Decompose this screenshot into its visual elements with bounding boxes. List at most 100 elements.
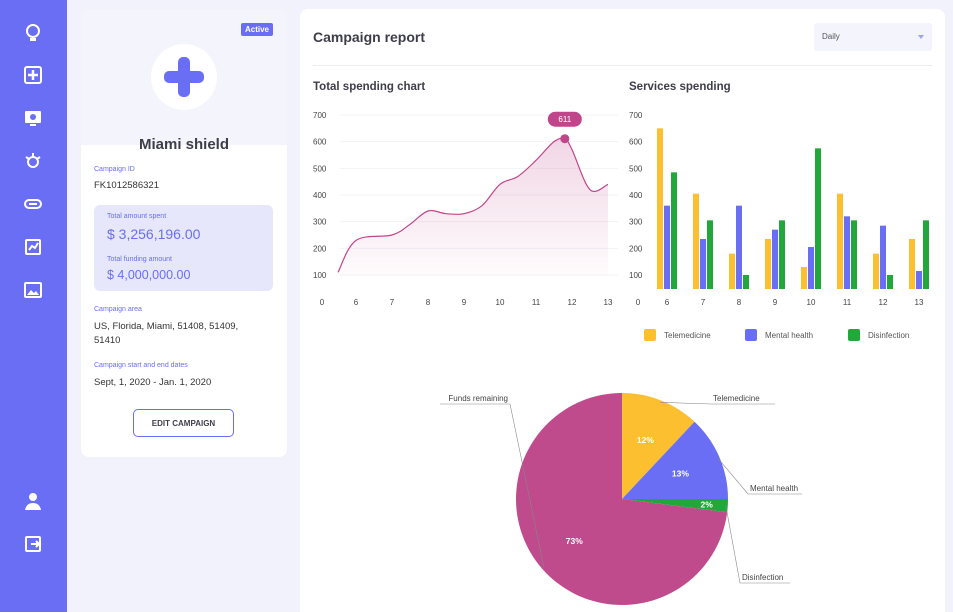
x-tick-label: 13 xyxy=(604,298,613,307)
campaign-report-card: Campaign report Daily Total spending cha… xyxy=(300,9,945,612)
sidebar xyxy=(0,0,67,612)
bar-disinfection xyxy=(779,220,785,289)
x-tick-label: 13 xyxy=(915,298,924,307)
pie-slice-mental-health xyxy=(622,421,728,499)
legend-disinfection: Disinfection xyxy=(848,329,909,341)
highlight-point xyxy=(560,134,570,144)
bar-disinfection xyxy=(923,220,929,289)
y-tick-label: 200 xyxy=(313,244,327,253)
pie-slice-name: Disinfection xyxy=(742,573,783,582)
x-tick-label: 11 xyxy=(532,298,541,307)
bar-mental-health xyxy=(736,205,742,289)
tooltip-value: 611 xyxy=(558,115,571,124)
user-icon[interactable] xyxy=(22,490,44,512)
campaign-area-line1: US, Florida, Miami, 51408, 51409, xyxy=(94,321,239,332)
pie-slice-telemedicine xyxy=(622,393,695,499)
edit-campaign-button[interactable]: EDIT CAMPAIGN xyxy=(133,409,234,437)
bar-telemedicine xyxy=(873,253,879,289)
y-tick-label: 300 xyxy=(313,218,327,227)
logout-icon[interactable] xyxy=(22,533,44,555)
bar-mental-health xyxy=(700,239,706,289)
campaign-card: Active Miami shield Campaign ID FK101258… xyxy=(81,9,287,457)
campaign-dates: Sept, 1, 2020 - Jan. 1, 2020 xyxy=(94,377,212,388)
x-tick-label: 9 xyxy=(462,298,467,307)
bar-mental-health xyxy=(880,225,886,289)
bar-telemedicine xyxy=(729,253,735,289)
campaign-area-line2: 51410 xyxy=(94,335,121,346)
bar-disinfection xyxy=(851,220,857,289)
x-tick-label: 0 xyxy=(636,298,641,307)
x-tick-label: 6 xyxy=(665,298,670,307)
legend-swatch xyxy=(745,329,757,341)
bar-disinfection xyxy=(743,275,749,289)
y-tick-label: 400 xyxy=(313,191,327,200)
x-tick-label: 6 xyxy=(354,298,359,307)
status-badge: Active xyxy=(240,23,273,36)
x-tick-label: 0 xyxy=(320,298,325,307)
bar-disinfection xyxy=(707,220,713,289)
amounts-box: Total amount spent $ 3,256,196.00 Total … xyxy=(94,205,273,291)
tooltip-bubble xyxy=(547,111,582,127)
period-select[interactable]: Daily xyxy=(814,23,932,51)
y-tick-label: 100 xyxy=(313,271,327,280)
x-tick-label: 12 xyxy=(568,298,577,307)
campaign-name: Miami shield xyxy=(138,136,230,153)
total-spending-title: Total spending chart xyxy=(313,81,426,93)
services-spending-title: Services spending xyxy=(629,81,731,93)
pie-leader-line xyxy=(725,505,790,584)
legend-swatch xyxy=(848,329,860,341)
pie-leader-line xyxy=(440,403,545,568)
pie-slice-name: Funds remaining xyxy=(448,394,508,403)
legend-mental-health: Mental health xyxy=(745,329,813,341)
pie-percent-label: 13% xyxy=(672,469,689,479)
funding-label: Total funding amount xyxy=(107,256,172,263)
legend-label: Telemedicine xyxy=(664,330,711,340)
chart-icon[interactable] xyxy=(22,236,44,258)
pie-percent-label: 73% xyxy=(566,536,583,546)
medical-plus-icon[interactable] xyxy=(22,64,44,86)
y-tick-label: 500 xyxy=(629,164,643,173)
campaign-id: FK1012586321 xyxy=(94,180,159,191)
period-select-value: Daily xyxy=(822,32,840,41)
y-tick-label: 400 xyxy=(629,191,643,200)
legend-label: Mental health xyxy=(765,330,814,340)
bar-telemedicine xyxy=(837,193,843,289)
funding-value: $ 4,000,000.00 xyxy=(107,268,191,282)
bar-telemedicine xyxy=(657,128,663,289)
bar-telemedicine xyxy=(801,267,807,289)
image-icon[interactable] xyxy=(22,279,44,301)
bar-mental-health xyxy=(664,205,670,289)
x-tick-label: 9 xyxy=(773,298,778,307)
bar-disinfection xyxy=(815,148,821,289)
bar-telemedicine xyxy=(909,239,915,289)
pie-slice-name: Telemedicine xyxy=(713,394,760,403)
page-title: Campaign report xyxy=(313,29,426,45)
bulb-icon[interactable] xyxy=(22,22,44,44)
x-tick-label: 7 xyxy=(701,298,706,307)
bar-disinfection xyxy=(887,275,893,289)
spent-label: Total amount spent xyxy=(107,213,167,220)
y-tick-label: 100 xyxy=(629,271,643,280)
monitor-icon[interactable] xyxy=(22,107,44,129)
x-tick-label: 7 xyxy=(390,298,395,307)
campaign-id-label: Campaign ID xyxy=(94,166,135,173)
x-tick-label: 10 xyxy=(496,298,505,307)
y-tick-label: 300 xyxy=(629,218,643,227)
y-tick-label: 200 xyxy=(629,244,643,253)
x-tick-label: 8 xyxy=(426,298,431,307)
bar-disinfection xyxy=(671,172,677,289)
bar-telemedicine xyxy=(765,239,771,289)
pie-slice-funds-remaining xyxy=(516,393,728,605)
y-tick-label: 500 xyxy=(313,164,327,173)
pills-icon[interactable] xyxy=(22,193,44,215)
campaign-dates-label: Campaign start and end dates xyxy=(94,362,188,369)
divider xyxy=(313,65,932,66)
legend-telemedicine: Telemedicine xyxy=(644,329,711,341)
pie-slice-name: Mental health xyxy=(750,484,798,493)
x-tick-label: 12 xyxy=(879,298,888,307)
virus-icon[interactable] xyxy=(22,150,44,172)
x-tick-label: 10 xyxy=(807,298,816,307)
pie-leader-line xyxy=(660,402,775,405)
y-tick-label: 700 xyxy=(629,111,643,120)
bar-mental-health xyxy=(808,247,814,289)
